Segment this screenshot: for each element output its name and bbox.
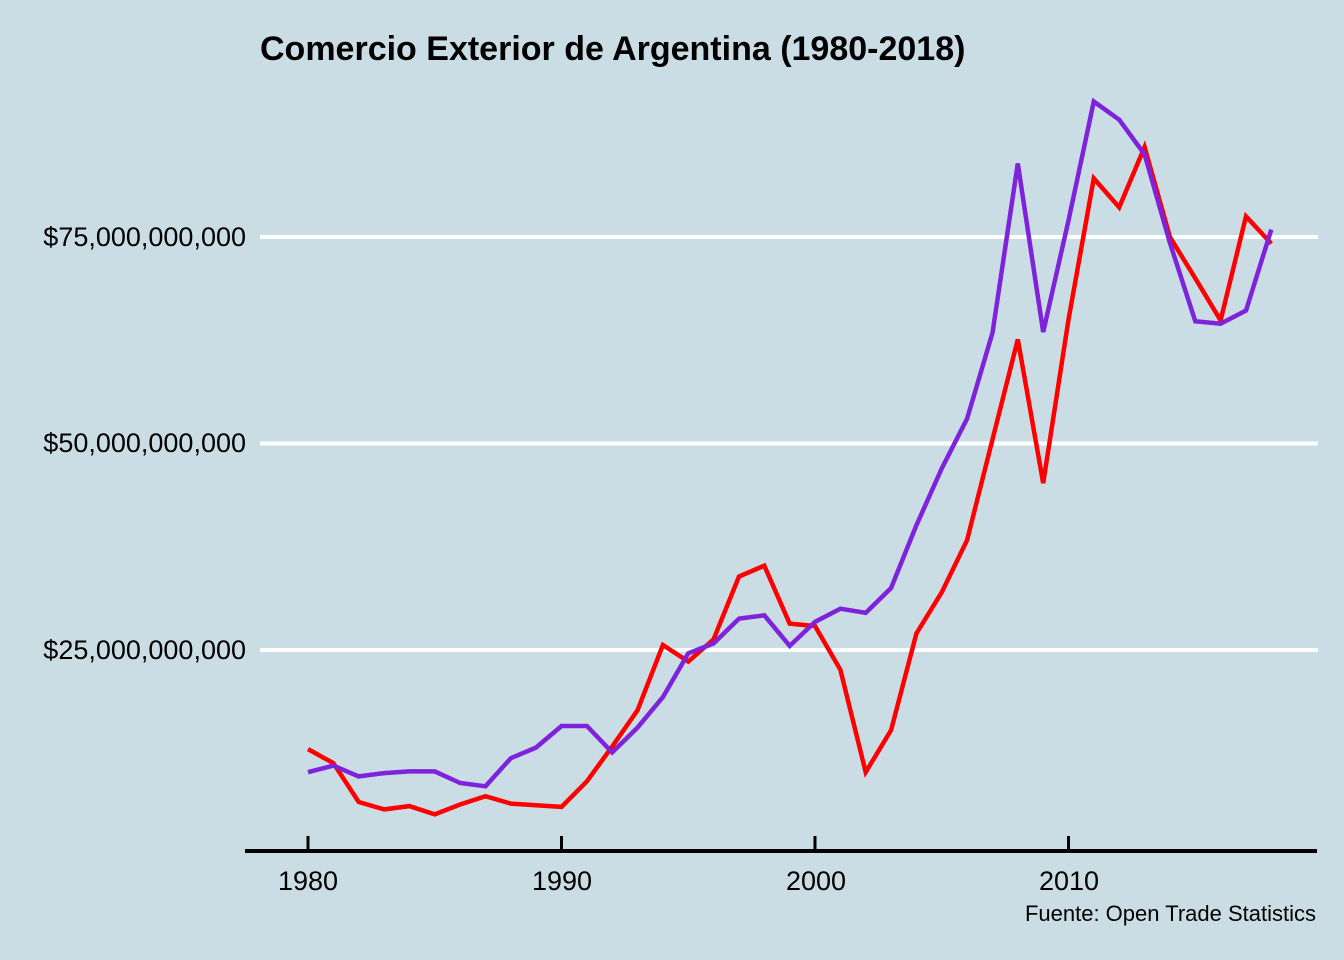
x-axis-tick-label-2010: 2010 <box>1038 866 1100 896</box>
y-axis-tick-label-25b: $25,000,000,000 <box>43 635 246 665</box>
x-axis-tick-label-2000: 2000 <box>785 866 847 896</box>
x-axis-tick-label-1980: 1980 <box>277 866 339 896</box>
series-red <box>306 140 1273 817</box>
y-axis-tick-label-50b: $50,000,000,000 <box>43 428 246 458</box>
y-axis-tick-label-75b: $75,000,000,000 <box>43 222 246 252</box>
source-note: Fuente: Open Trade Statistics <box>1024 901 1316 926</box>
chart-title: Comercio Exterior de Argentina (1980-201… <box>260 30 966 68</box>
series-purple <box>307 97 1274 789</box>
x-axis-tick-label-1990: 1990 <box>531 866 593 896</box>
